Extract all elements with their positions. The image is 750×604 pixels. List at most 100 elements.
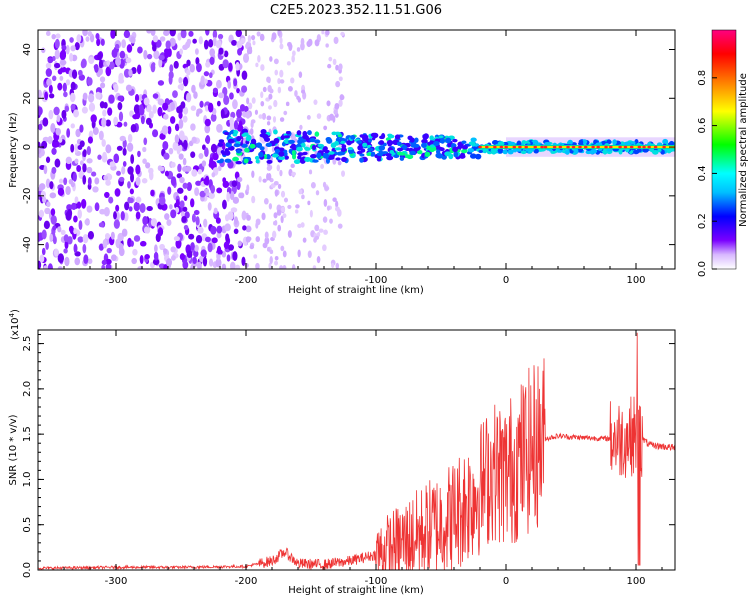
spectrogram-cell (324, 186, 330, 191)
spectrogram-cell (246, 184, 250, 193)
spectrogram-cell (98, 59, 104, 70)
spectrogram-cell (287, 204, 292, 209)
spectrogram-cell (318, 228, 324, 233)
spectrogram-cell (119, 50, 126, 59)
spectrogram-cell (78, 220, 83, 231)
spectrogram-cell (166, 258, 173, 267)
spectrogram-cell (51, 147, 57, 155)
spectrogram-cell (99, 67, 103, 75)
spectrogram-cell (61, 109, 67, 119)
spectrogram-cell (38, 147, 42, 155)
spectrogram-cell (47, 57, 54, 64)
spectrogram-cell (556, 149, 563, 153)
spectrogram-cell (183, 76, 189, 87)
spectrogram-cell (205, 135, 211, 145)
spectrogram-cell (218, 92, 225, 99)
spectrogram-cell (267, 76, 271, 84)
spectrogram-peak-cell (591, 145, 595, 149)
spectrogram-cell (217, 143, 224, 147)
spectrogram-cell (67, 208, 73, 218)
spectrogram-cell (314, 139, 321, 144)
spectrogram-cell (337, 134, 342, 138)
spectrogram-peak-cell (484, 145, 489, 149)
spectrogram-cell (255, 218, 261, 226)
spectrogram-cell (118, 242, 124, 252)
spectrogram-cell (296, 146, 303, 152)
spectrogram-cell (278, 156, 286, 161)
spectrogram-cell (329, 218, 333, 224)
snr-xtick-label-4: 100 (626, 576, 645, 587)
spectrogram-cell (359, 157, 364, 163)
spectrogram-cell (79, 160, 84, 166)
spectrogram-cell (80, 60, 86, 69)
spectrogram-cell (282, 250, 287, 258)
spectrogram-cell (338, 76, 343, 82)
spectrogram-cell (385, 153, 392, 157)
spectrogram-cell (323, 199, 328, 207)
spectrogram-cell (251, 195, 256, 204)
spectrogram-cell (210, 143, 217, 153)
spectrogram-cell (244, 147, 250, 153)
spectrogram-cell (211, 237, 218, 244)
spectrogram-cell (54, 38, 60, 49)
spectrogram-cell (73, 215, 78, 223)
spectrogram-cell (266, 159, 273, 164)
spectrogram-cell (282, 264, 287, 269)
spectrogram-cell (135, 196, 142, 203)
spectrogram-cell (45, 30, 51, 37)
spectrogram-cell (113, 219, 120, 229)
spectrogram-cell (101, 117, 107, 128)
spectrogram-cell (243, 105, 249, 113)
spectrogram-cell (108, 196, 114, 204)
spectrogram-cell (106, 247, 112, 254)
spectrogram-cell (141, 178, 148, 184)
spectrogram-cell (146, 206, 153, 212)
spectrogram-cell (169, 116, 176, 124)
spectrogram-peak-cell (524, 145, 529, 149)
spectrogram-cell (208, 72, 213, 79)
spectrogram-cell (223, 241, 230, 250)
spectrogram-cell (221, 250, 227, 258)
spectrogram-cell (452, 138, 458, 143)
spectrogram-cell (43, 265, 48, 269)
spectrogram-cell (76, 164, 82, 173)
spectrogram-cell (179, 200, 185, 209)
spectrogram-cell (159, 36, 166, 42)
spectrogram-cell (269, 249, 274, 254)
spectrogram-cell (65, 79, 71, 86)
spectrogram-cell (287, 86, 293, 92)
spectrogram-peak-cell (493, 145, 497, 149)
spectrogram-cell (120, 210, 125, 221)
spectrogram-cell (577, 142, 583, 146)
spectrogram-cell (178, 118, 184, 129)
spectrogram-cell (236, 87, 240, 94)
spectrogram-cell (196, 63, 202, 73)
spectrogram-cell (378, 145, 384, 151)
spectrogram-cell (127, 181, 131, 189)
spectrogram-cell (328, 151, 335, 155)
spectrogram-cell (298, 188, 303, 195)
spectrogram-cell (57, 253, 64, 264)
snr-scale-prefix: (x10 (10, 317, 21, 340)
spectrogram-cell (42, 196, 47, 204)
spectrogram-cell (209, 157, 214, 168)
spectrogram-cell (232, 99, 238, 110)
spectrogram-cell (69, 37, 74, 43)
spectrogram-cell (38, 141, 41, 148)
spectrogram-cell (176, 106, 182, 114)
spectrogram-cell (251, 97, 256, 104)
spectrogram-cell (307, 130, 312, 136)
spectrogram-cell (296, 95, 300, 101)
spectrogram-cell (54, 62, 61, 69)
spectrogram-cell (123, 30, 131, 39)
spectrogram-cell (86, 205, 93, 213)
spectrogram-cell (178, 130, 185, 141)
spectrogram-cell (379, 135, 385, 140)
spectrogram-cell (186, 59, 191, 67)
spectrogram-cell (252, 40, 256, 46)
spectrogram-cell (139, 240, 147, 247)
spectrogram-cell (507, 149, 514, 155)
spectrogram-cell (41, 47, 46, 54)
spectrogram-cell (298, 71, 303, 78)
spectrogram-cell (45, 242, 49, 250)
